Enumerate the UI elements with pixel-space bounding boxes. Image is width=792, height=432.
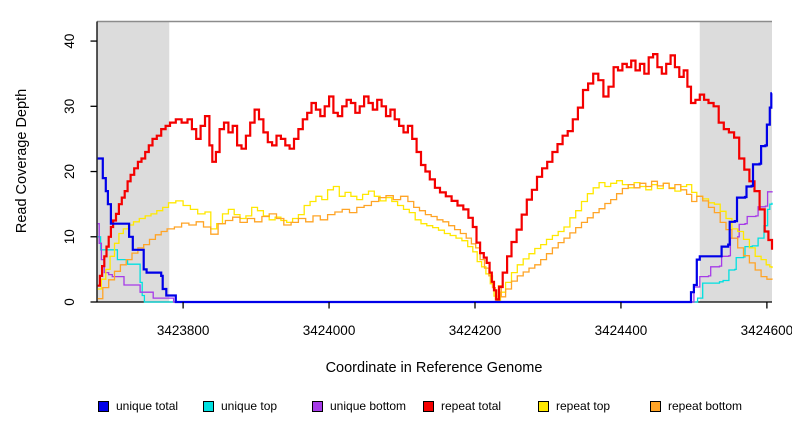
- x-axis-title: Coordinate in Reference Genome: [326, 360, 543, 376]
- shaded-region: [97, 21, 170, 302]
- x-tick-label: 3424000: [303, 323, 356, 338]
- legend-label: repeat top: [556, 399, 611, 413]
- coverage-plot: 3423800 3424000 3424200 3424400 3424600 0 10 20…: [14, 20, 792, 376]
- legend-item-repeat-total: repeat total: [423, 399, 501, 413]
- series-line-unique-bottom: [97, 191, 773, 303]
- legend-item-unique-top: unique top: [203, 399, 277, 413]
- legend-swatch-unique-total: [98, 400, 109, 412]
- legend-label: unique total: [116, 399, 179, 413]
- x-tick-label: 3423800: [157, 323, 210, 338]
- y-tick-label: 30: [62, 99, 77, 114]
- x-tick-label: 3424200: [449, 323, 502, 338]
- legend: unique total unique top unique bottom re…: [0, 0, 792, 413]
- legend-label: repeat bottom: [668, 399, 743, 413]
- y-tick-label: 10: [62, 229, 77, 244]
- legend-item-repeat-top: repeat top: [538, 399, 610, 413]
- shaded-regions-layer: [97, 21, 772, 302]
- legend-label: repeat total: [441, 399, 502, 413]
- y-axis-title: Read Coverage Depth: [14, 89, 30, 233]
- series-line-repeat-bottom: [97, 180, 773, 301]
- legend-label: unique top: [221, 399, 278, 413]
- legend-item-unique-total: unique total: [98, 399, 178, 413]
- legend-swatch-repeat-total: [423, 400, 434, 412]
- series-line-repeat-total: [97, 53, 774, 301]
- y-tick-label: 40: [62, 34, 77, 49]
- series-line-unique-top: [97, 202, 773, 303]
- legend-item-repeat-bottom: repeat bottom: [650, 399, 742, 413]
- series-line-unique-total: [97, 92, 773, 304]
- legend-swatch-repeat-top: [538, 400, 549, 412]
- series-line-repeat-top: [97, 180, 773, 302]
- legend-swatch-unique-top: [203, 400, 214, 412]
- x-tick-label: 3424600: [741, 323, 792, 338]
- x-tick-label: 3424400: [595, 323, 648, 338]
- legend-swatch-unique-bottom: [312, 400, 323, 412]
- series-layer: [97, 53, 774, 304]
- legend-label: unique bottom: [330, 399, 407, 413]
- y-tick-label: 0: [62, 298, 77, 306]
- legend-item-unique-bottom: unique bottom: [312, 399, 406, 413]
- axes-layer: 3423800 3424000 3424200 3424400 3424600 0 10 20…: [62, 34, 792, 338]
- legend-swatch-repeat-bottom: [650, 400, 661, 412]
- y-tick-label: 20: [62, 164, 77, 179]
